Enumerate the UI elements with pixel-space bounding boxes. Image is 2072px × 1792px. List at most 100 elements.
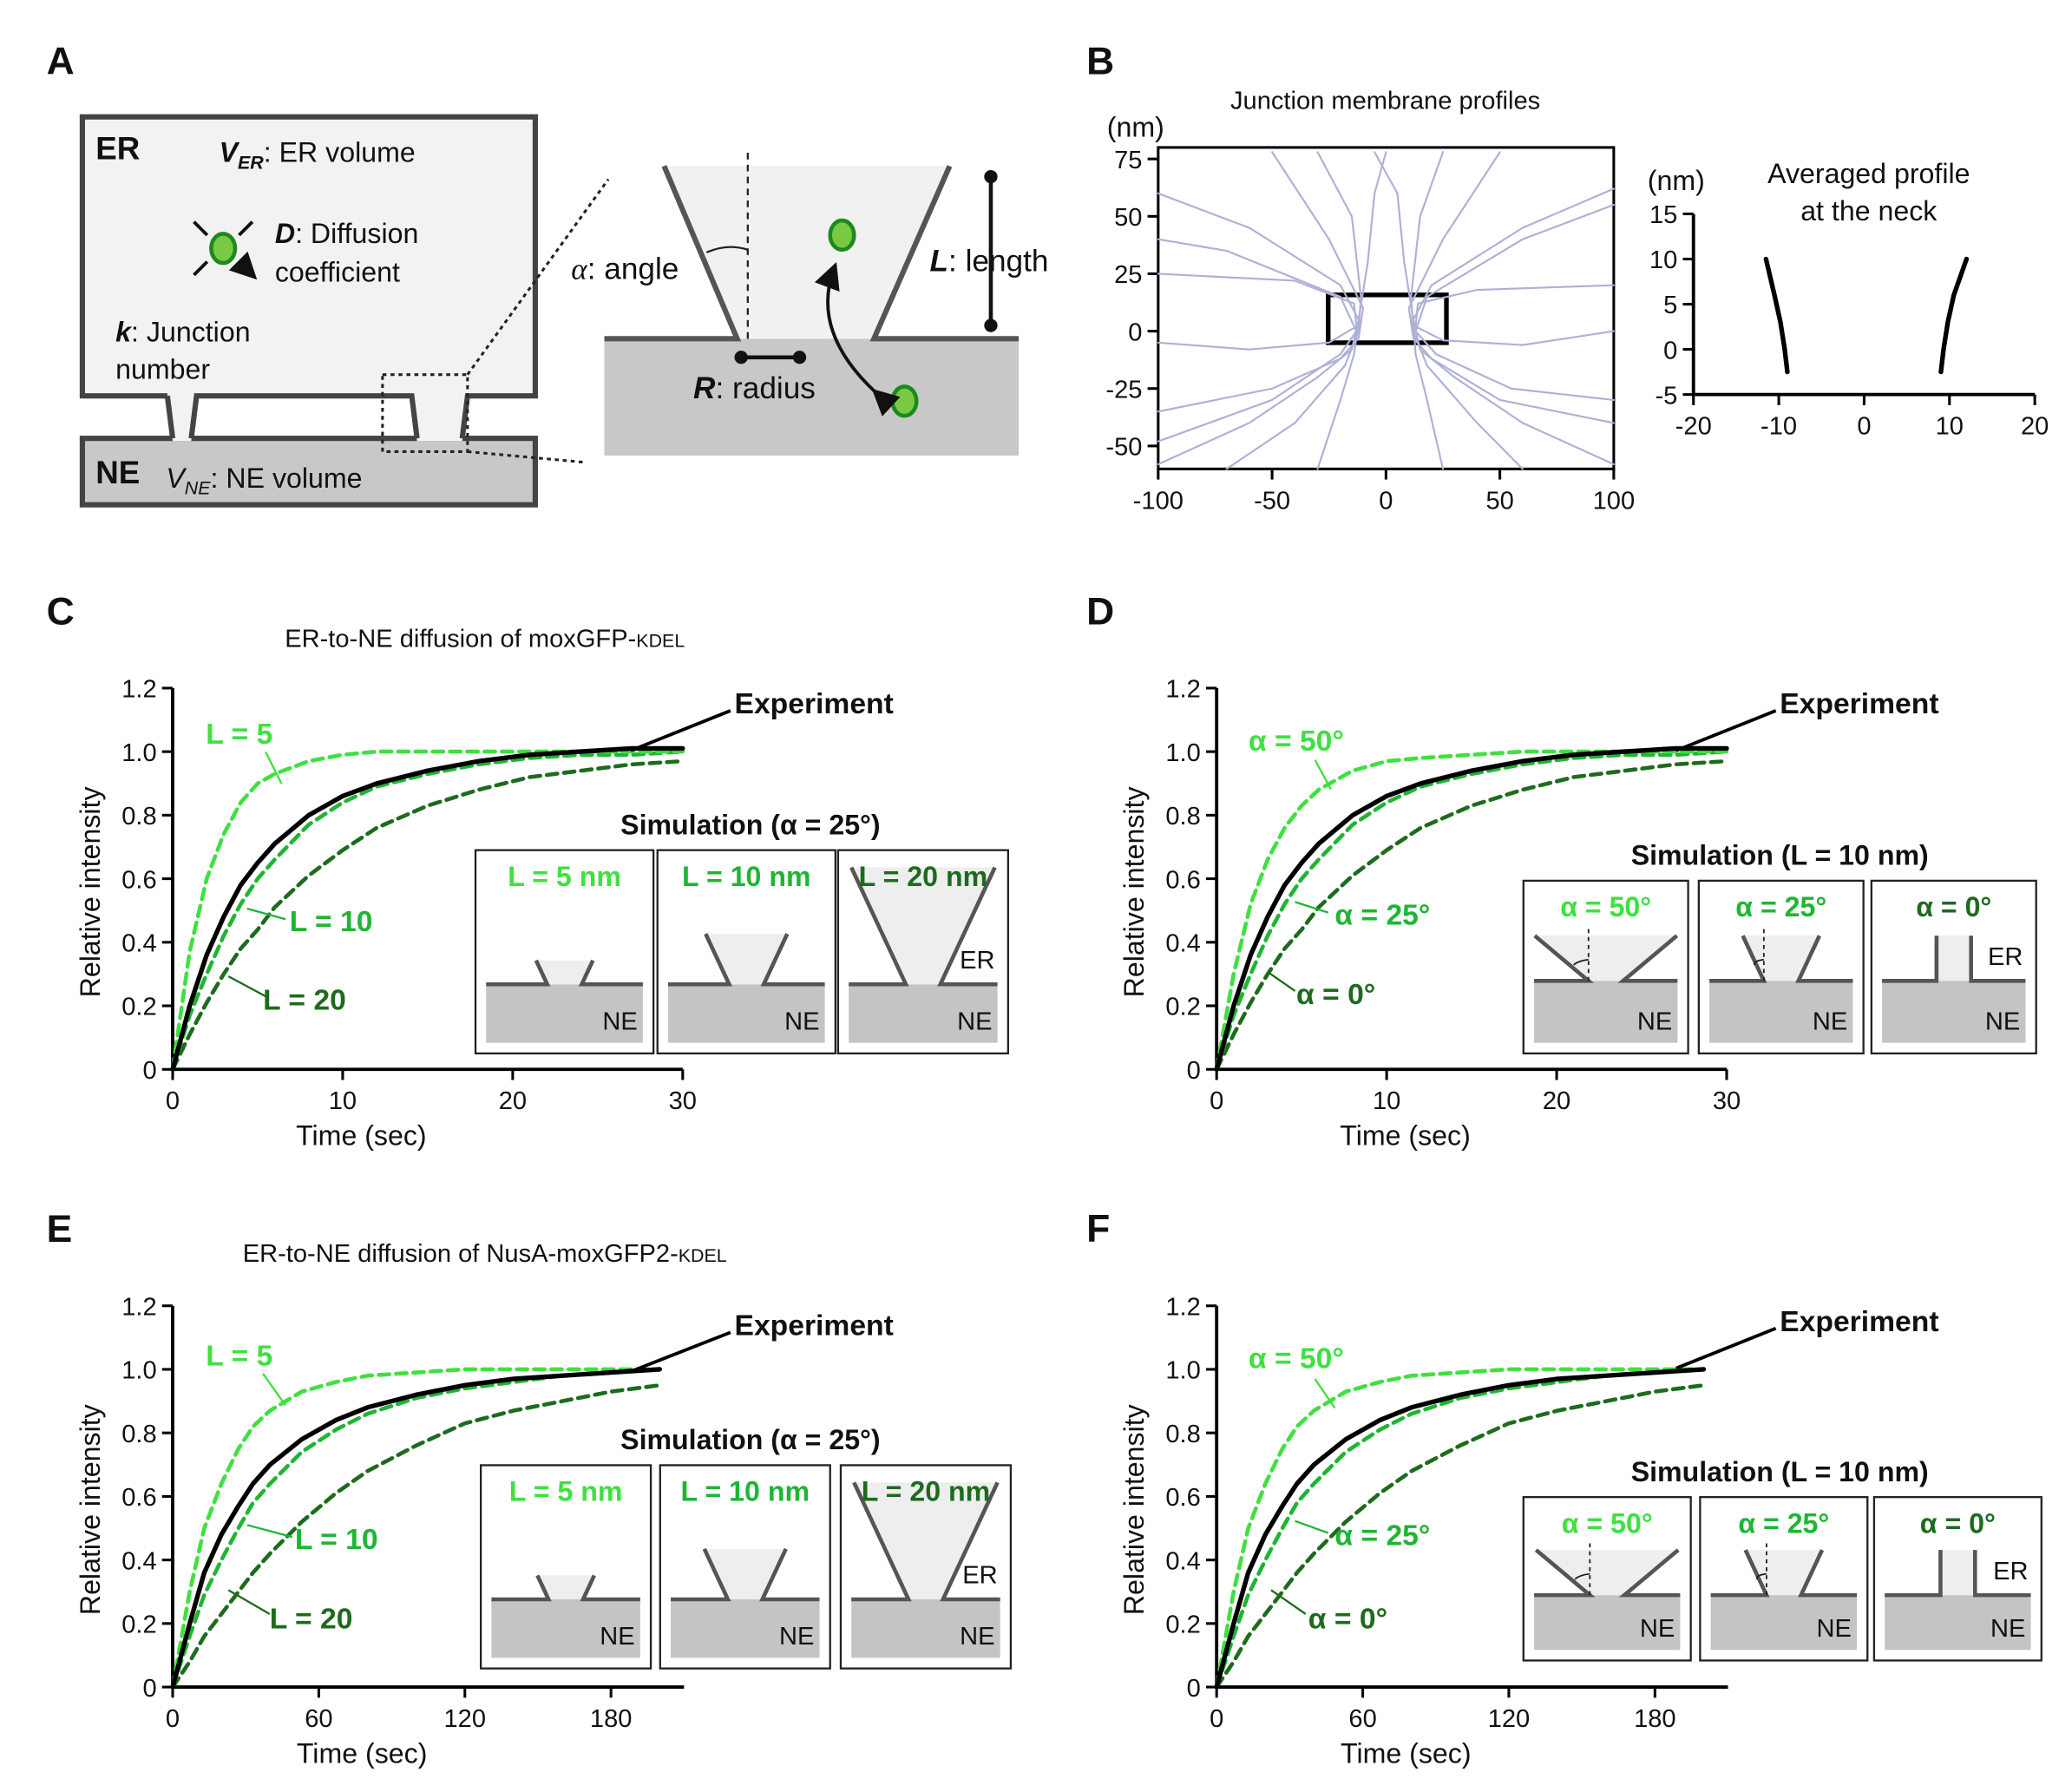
line-series: [1938, 256, 1970, 375]
y-tick-label: 25: [1114, 261, 1142, 289]
junction: [1745, 1550, 1822, 1596]
series-label: L = 20: [270, 1604, 353, 1636]
y-tick-label: -50: [1105, 434, 1142, 462]
x-tick-label: 180: [590, 1705, 633, 1733]
x-tick-label: 0: [1210, 1087, 1223, 1115]
ne-region: [486, 984, 643, 1043]
x-tick-label: 0: [1379, 487, 1393, 515]
x-tick-label: 60: [305, 1705, 332, 1733]
line-series: [170, 1367, 663, 1690]
series-label: α = 0°: [1296, 979, 1375, 1011]
x-tick-label: 10: [1373, 1087, 1400, 1115]
x-tick-label: -50: [1254, 487, 1290, 515]
dot: [984, 169, 998, 184]
series-label: Experiment: [1780, 1306, 1938, 1338]
y-tick-label: 0.6: [121, 1484, 156, 1512]
series-label: α = 50°: [1249, 1343, 1344, 1375]
y-tick-label: 0.2: [1165, 994, 1200, 1021]
ne-region: [1534, 1595, 1681, 1651]
series-label: Experiment: [735, 1310, 894, 1342]
inset-label: L = 20 nm: [862, 1476, 991, 1507]
angle-arc: [1574, 1572, 1590, 1580]
leader-line: [1314, 759, 1332, 790]
line-series: [1214, 1367, 1706, 1690]
chart-title: Junction membrane profiles: [1230, 88, 1540, 115]
series-label: L = 5: [206, 1341, 272, 1373]
y-tick-label: 0.8: [1165, 1421, 1200, 1448]
membrane: [486, 959, 643, 987]
x-tick-label: 100: [1593, 487, 1636, 515]
y-tick-label: 0: [142, 1057, 156, 1085]
y-tick-label: 0: [142, 1675, 156, 1703]
y-tick-label: 5: [1663, 292, 1677, 319]
line-series: [170, 758, 685, 1072]
y-tick-label: 0: [1187, 1057, 1201, 1085]
v-er: VER: ER volume: [220, 137, 416, 174]
leader-line: [1295, 901, 1329, 914]
chart: -5 0 5 10 15 -20 -10 0 10 20 Averaged profile at th…: [1648, 158, 2049, 440]
y-tick-label: 0.8: [121, 1421, 156, 1448]
leader-line: [630, 709, 731, 752]
x-tick-label: -20: [1675, 413, 1712, 441]
series-label: Experiment: [1780, 688, 1938, 720]
neck-fill: [411, 393, 468, 442]
y-tick-label: 15: [1649, 201, 1677, 229]
membrane: [667, 933, 825, 987]
inset-label: α = 50°: [1560, 891, 1651, 922]
series-label: L = 5: [206, 719, 272, 751]
length-label: L: length: [930, 244, 1049, 278]
line-series: [1763, 256, 1790, 375]
leader-line: [227, 1589, 271, 1615]
y-axis-label: Relative intensity: [1118, 1404, 1150, 1615]
inset-title: Simulation (L = 10 nm): [1631, 840, 1929, 871]
x-tick-label: 120: [444, 1705, 487, 1733]
inset-ne: NE: [1985, 1008, 2020, 1035]
y-tick-label: 0.8: [121, 803, 156, 830]
x-tick-label: 60: [1348, 1705, 1376, 1733]
title-text: ER-to-NE diffusion of NusA-moxGFP2-: [243, 1240, 679, 1268]
panel-label: A: [47, 41, 75, 83]
y-tick-label: 1.2: [121, 1293, 156, 1321]
molecule: [828, 218, 856, 253]
membrane: [851, 1481, 1000, 1602]
y-tick-label: 1.0: [121, 739, 156, 767]
y-tick-label: 0.4: [121, 1547, 156, 1575]
molecule: [890, 384, 919, 418]
panel-label: C: [47, 590, 75, 633]
membrane: [1882, 935, 2026, 983]
line-series: [1214, 758, 1729, 1072]
series-label: Experiment: [735, 688, 894, 720]
junction: [1940, 1550, 1976, 1596]
inset-label: L = 10 nm: [681, 1476, 810, 1507]
radius-label: R: radius: [693, 371, 816, 405]
y-tick-label: 0.8: [1165, 803, 1200, 830]
title-suffix: KDEL: [679, 1245, 727, 1266]
chart: 0 0.2 0.4 0.6 0.8 1.0 1.2 0 10 20 30 ER-to-NE diffu…: [75, 625, 1010, 1152]
series-label: L = 10: [290, 906, 373, 938]
inset-title: Simulation (α = 25°): [620, 809, 880, 840]
exchange-arrow: [814, 262, 901, 417]
junction: [1742, 935, 1820, 981]
molecule: [209, 232, 238, 266]
inset-ne: NE: [1816, 1615, 1851, 1643]
y-tick-label: 0.4: [1165, 1547, 1200, 1575]
ne-region: [491, 1599, 640, 1658]
y-tick-label: 0.2: [121, 1611, 156, 1639]
ne-region: [1534, 981, 1678, 1043]
line-series: [170, 1367, 662, 1690]
k-label: number: [115, 353, 210, 384]
x-tick-label: 0: [1210, 1705, 1223, 1733]
angle-arc: [1753, 958, 1764, 966]
panel-label: D: [1086, 590, 1114, 633]
y-axis-label: Relative intensity: [1118, 786, 1150, 997]
inset-ne: NE: [1813, 1008, 1847, 1035]
inset-label: α = 0°: [1920, 1508, 1996, 1539]
leader-line: [262, 1373, 287, 1407]
y-tick-label: -5: [1655, 382, 1677, 410]
chart-title: Averaged profile: [1767, 158, 1970, 189]
junction: [537, 1575, 594, 1600]
line-series: [1157, 192, 1360, 466]
line-series: [1214, 1382, 1706, 1690]
